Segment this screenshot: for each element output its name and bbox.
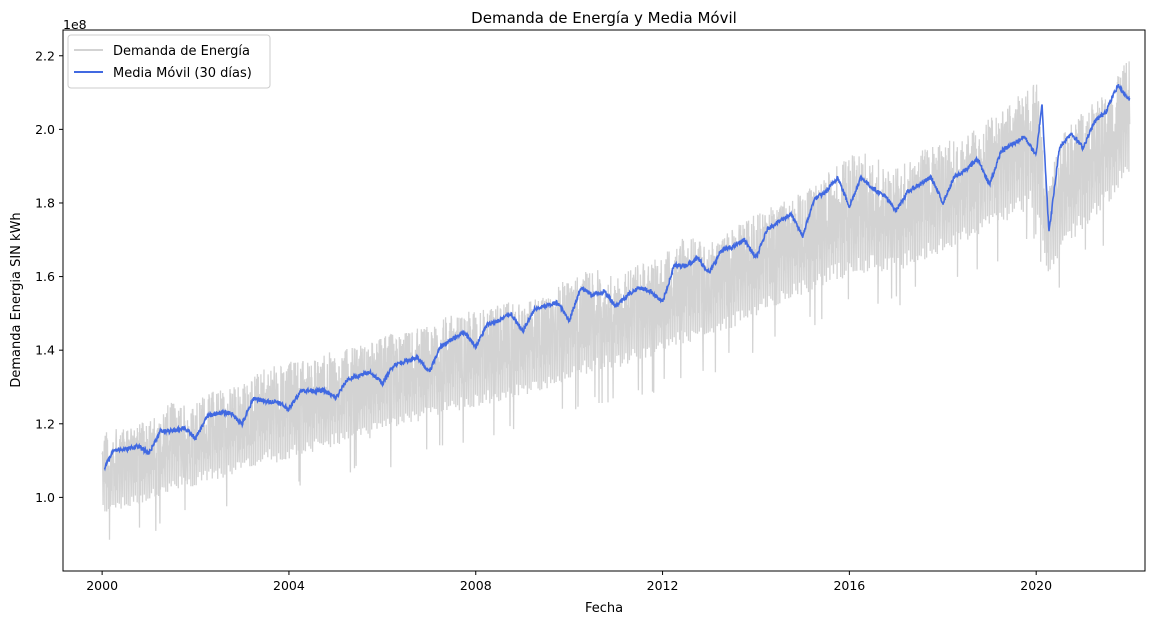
x-tick-label: 2008 [460,578,492,593]
x-tick-label: 2012 [647,578,679,593]
x-axis-label: Fecha [585,601,623,616]
y-tick-label: 1.8 [35,195,55,210]
y-tick-label: 1.2 [35,416,55,431]
y-tick-label: 1.6 [35,269,55,284]
moving-average-line [103,84,1131,472]
legend: Demanda de Energía Media Móvil (30 días) [67,34,271,89]
demand-series-line [101,61,1131,540]
x-tick-label: 2000 [86,578,118,593]
demand-band-layer [101,61,1131,540]
x-tick-label: 2016 [833,578,865,593]
y-offset-label: 1e8 [63,17,87,32]
x-axis: 2000 2004 2008 2012 2016 2020 [86,571,1052,593]
legend-box [67,34,271,89]
y-tick-label: 2.2 [35,48,55,63]
y-axis: 1.0 1.2 1.4 1.6 1.8 2.0 2.2 [35,48,63,505]
moving-average-layer [103,84,1131,472]
y-tick-label: 2.0 [35,122,55,137]
y-tick-label: 1.0 [35,490,55,505]
legend-label-demand: Demanda de Energía [113,44,250,59]
x-tick-label: 2020 [1020,578,1052,593]
plot-frame [62,29,1146,572]
y-tick-label: 1.4 [35,343,55,358]
legend-label-moving-average: Media Móvil (30 días) [113,66,252,81]
chart-title: Demanda de Energía y Media Móvil [471,9,737,27]
y-axis-label: Demanda Energia SIN kWh [9,212,24,387]
x-tick-label: 2004 [273,578,305,593]
